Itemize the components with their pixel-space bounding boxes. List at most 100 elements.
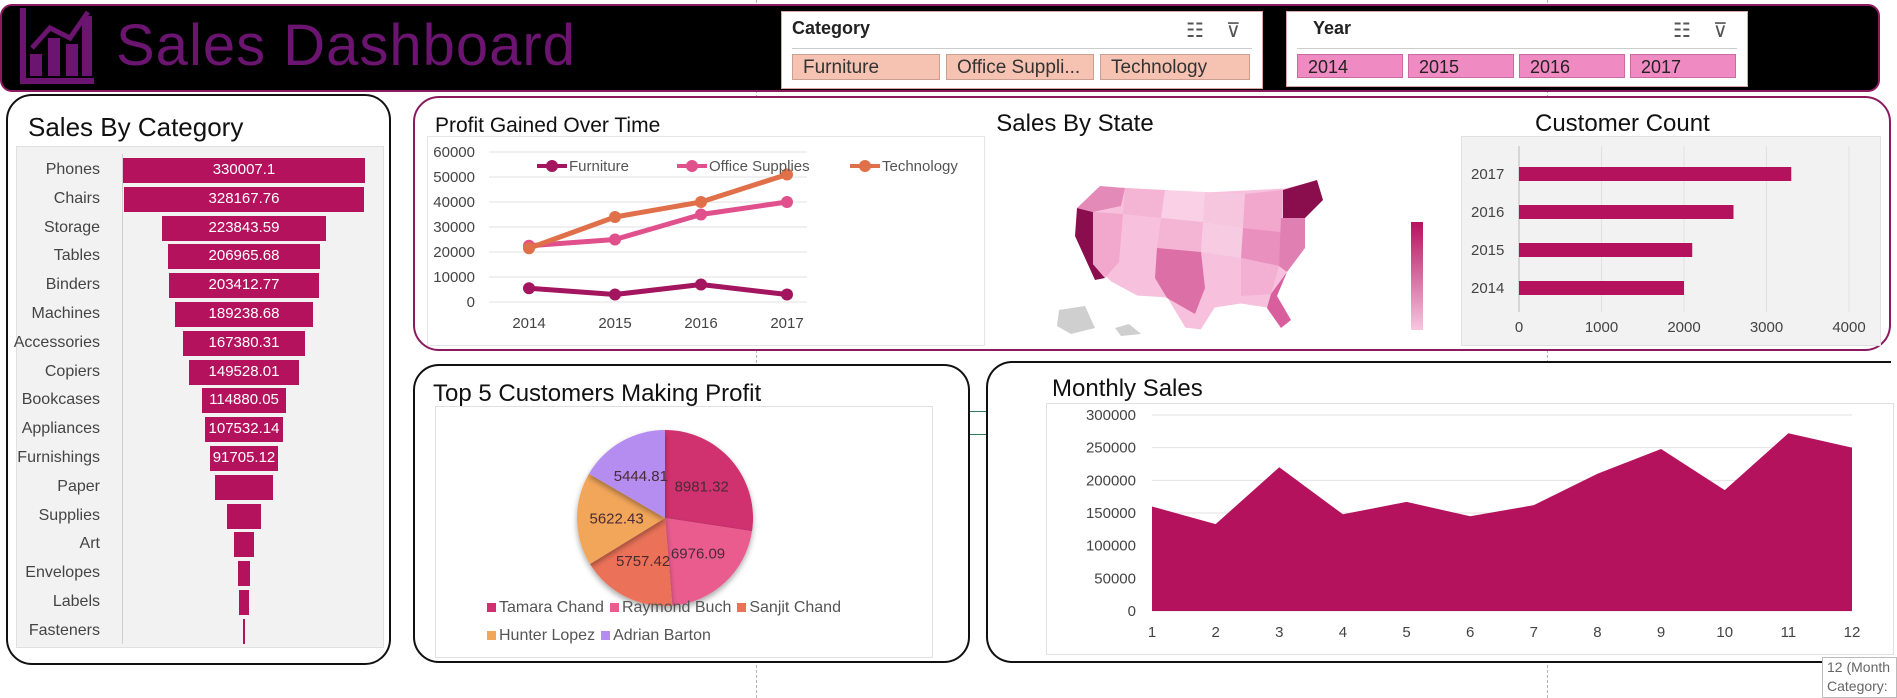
top-customers-panel: Top 5 Customers Making Profit 8981.32 697… [413,364,970,663]
x-tick-label: 10 [1716,624,1733,641]
category-slicer[interactable]: Category ☷ ⊽ Furniture Office Suppli... … [781,11,1263,89]
monthly-area [1152,433,1852,611]
top-customers-title: Top 5 Customers Making Profit [433,380,762,407]
pie-data-label: 6976.09 [671,545,725,562]
x-tick-label: 2000 [1667,319,1700,336]
y-tick-label: 50000 [1094,570,1136,587]
series-point [523,282,535,295]
legend-item: Raymond Buch [609,594,732,622]
category-bar [237,561,251,587]
clear-filter-icon[interactable]: ⊽ [1226,20,1241,42]
category-bar [242,618,246,644]
legend-marker [546,160,558,172]
customer-bar [1519,167,1792,181]
category-label: Storage [43,218,100,236]
slicer-item-2014[interactable]: 2014 [1297,54,1403,78]
slicer-item-office-supplies[interactable]: Office Suppli... [946,54,1094,80]
multi-select-icon[interactable]: ☷ [1186,20,1204,42]
legend-label: Sanjit Chand [749,599,841,616]
x-tick-label: 8 [1593,624,1601,641]
series-line [528,199,788,249]
year-slicer[interactable]: Year ☷ ⊽ 2014 2015 2016 2017 [1286,11,1748,87]
y-tick-label: 2014 [1471,280,1504,297]
category-label: Paper [57,477,100,495]
category-bar [234,532,254,558]
customer-bar [1519,205,1734,219]
overview-panel: Profit Gained Over Time 60000 50000 40000 3… [413,96,1891,351]
pie-data-label: 8981.32 [675,478,729,495]
legend-label: Adrian Barton [613,627,711,644]
series-line [528,172,788,251]
sales-by-state-title: Sales By State [996,110,1154,137]
y-tick-label: 30000 [433,219,475,236]
profit-line-chart: 60000 50000 40000 30000 20000 10000 0 2014 2015 2… [433,144,958,332]
legend-label: Tamara Chand [499,599,604,616]
y-tick-label: 150000 [1086,505,1136,522]
legend-swatch [487,603,496,612]
category-funnel-chart: Phones 330007.1 Chairs 328167.76 Storage 2238… [8,96,393,667]
pie-data-label: 5444.81 [614,468,668,485]
x-tick-label: 12 [1844,624,1861,641]
category-label: Appliances [21,420,100,438]
category-axis [122,154,123,644]
category-slicer-title: Category [792,18,871,38]
dashboard-title: Sales Dashboard [116,13,576,78]
category-bar: 223843.59 [161,215,327,241]
monthly-sales-title: Monthly Sales [1052,375,1203,402]
sales-by-category-title: Sales By Category [28,112,244,142]
sales-by-category-panel: Sales By Category Phones 330007.1 Chairs 32… [6,94,391,665]
y-tick-label: 2016 [1471,204,1504,221]
connector-line [968,411,988,435]
series-line [528,282,788,297]
pie-slice [588,430,665,518]
customer-bar [1519,281,1684,295]
slicer-item-2017[interactable]: 2017 [1630,54,1736,78]
x-tick-label: 2015 [598,315,631,332]
series-point [695,208,707,221]
map-color-scale [1411,222,1423,330]
slicer-item-2015[interactable]: 2015 [1408,54,1514,78]
series-point [609,211,621,223]
legend-marker [859,160,871,172]
x-tick-label: 2 [1211,624,1219,641]
category-bar [226,503,262,529]
category-label: Copiers [44,362,100,380]
multi-select-icon[interactable]: ☷ [1673,20,1691,42]
series-point [781,168,793,181]
y-tick-label: 300000 [1086,407,1136,424]
category-label: Machines [31,305,100,322]
y-tick-label: 0 [1128,603,1136,620]
x-tick-label: 4 [1339,624,1347,641]
category-label: Tables [53,247,100,265]
category-bar [215,474,273,500]
category-bar: 114880.05 [201,388,287,414]
category-label: Binders [45,276,100,294]
y-tick-label: 2015 [1471,242,1504,259]
y-tick-label: 60000 [433,144,475,161]
slicer-item-technology[interactable]: Technology [1100,54,1250,80]
legend-swatch [609,603,619,612]
category-label: Supplies [38,506,100,524]
category-bar [239,590,249,615]
pie-slice [665,430,753,532]
legend-label: Furniture [569,158,629,175]
clear-filter-icon[interactable]: ⊽ [1713,20,1728,42]
x-tick-label: 3000 [1750,319,1783,336]
slicer-item-furniture[interactable]: Furniture [792,54,940,80]
slicer-item-2016[interactable]: 2016 [1519,54,1625,78]
pie-legend: Tamara Chand Raymond Buch Sanjit Chand Hunt… [487,594,907,650]
tooltip-line: 12 (Month [1827,659,1891,675]
pie-slice [589,518,673,606]
series-point [781,288,793,301]
x-tick-label: 4000 [1832,319,1865,336]
us-map [1057,179,1324,336]
category-bar: 167380.31 [182,330,306,356]
category-bar: 189238.68 [174,302,314,327]
legend-label: Raymond Buch [621,599,732,616]
category-bar: 330007.1 [123,158,365,183]
x-tick-label: 5 [1402,624,1410,641]
x-tick-label: 6 [1466,624,1474,641]
x-tick-label: 0 [1515,319,1523,336]
monthly-sales-panel: Monthly Sales 300000 250000 200000 150000 10… [986,361,1894,663]
